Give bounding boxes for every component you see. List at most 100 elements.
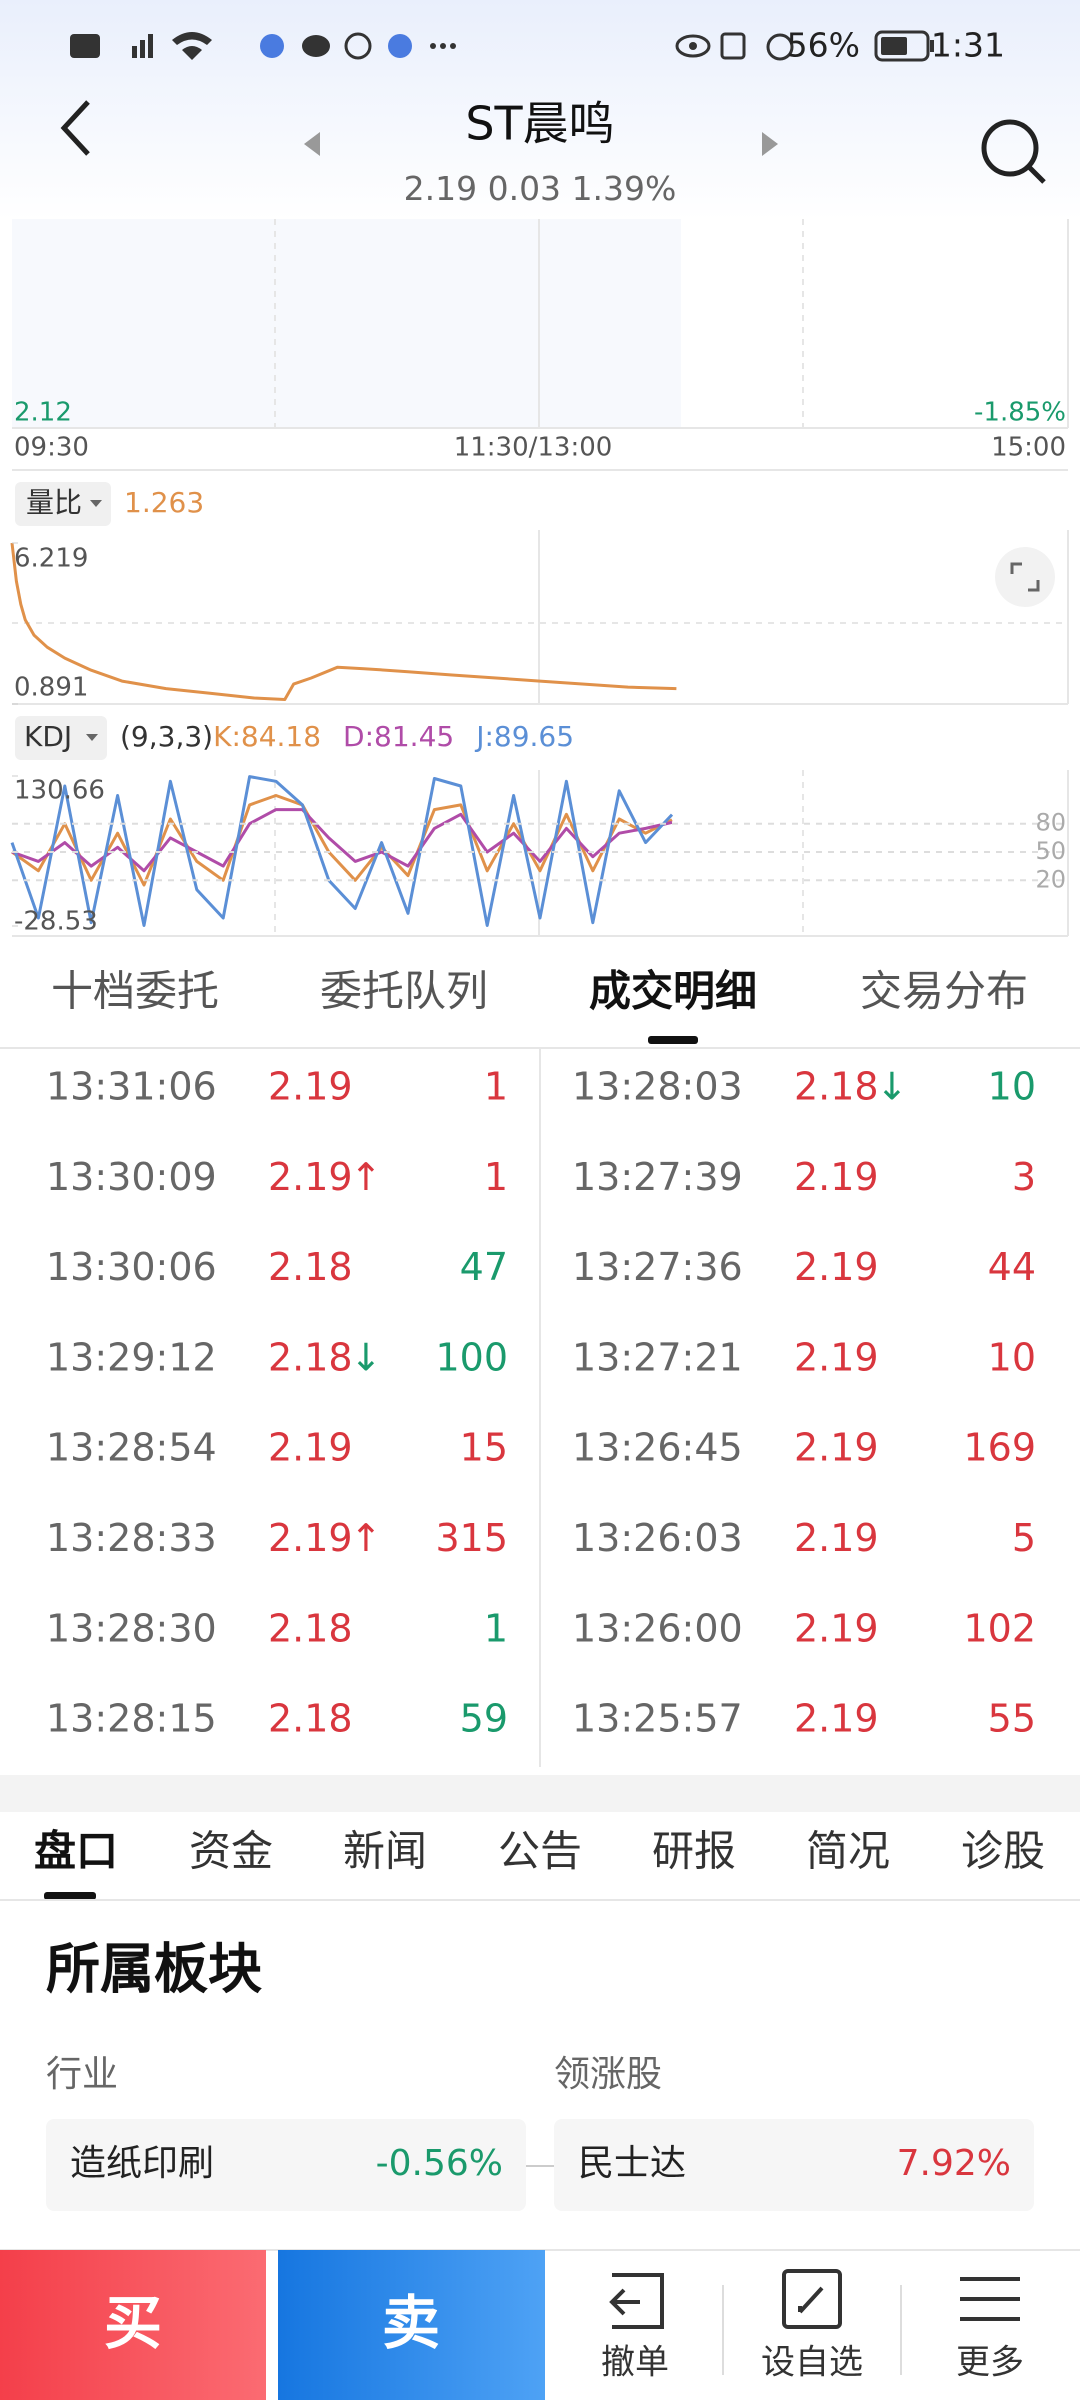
leader-change: 7.92% [897,2143,1011,2184]
vol-ratio-current: 1.263 [124,486,204,519]
stock-name: ST晨鸣 [465,97,614,151]
buy-label: 买 [104,2289,162,2357]
tab[interactable]: 十档委托 [51,967,219,1016]
trade-price: 2.18 [268,1697,353,1741]
y-tick-label: 130.66 [14,776,105,806]
info-tabs: 盘口 资金 新闻 公告 研报 简况 诊股 [34,1827,1045,1900]
indicator-select[interactable] [15,716,107,760]
trade-volume: 315 [435,1516,508,1560]
vol-ratio-chart: 6.219 0.891 [10,542,677,705]
industry-change: -0.56% [376,2143,503,2184]
kdj-params: (9,3,3) [120,720,213,753]
trade-price: 2.18 [268,1245,353,1289]
indicator-select[interactable] [15,482,111,526]
trade-price: 2.19 [794,1335,879,1379]
quote: 2.19 0.03 1.39% [404,169,677,208]
quote-change: 0.03 [488,169,561,208]
industry-name: 造纸印刷 [70,2143,214,2184]
tab[interactable]: 资金 [189,1827,273,1876]
ref-tick-label: 50 [1035,837,1066,865]
industry-card[interactable] [46,2119,526,2211]
trade-time: 13:30:09 [46,1155,217,1199]
expand-button[interactable] [995,547,1055,607]
trade-price: 2.18 [794,1065,879,1109]
line [11,794,673,887]
time-label: 09:30 [14,433,89,463]
trade-list: 13:31:06 2.19 113:30:09 2.19↑ 113:30:06 2.18 4… [46,1065,1036,1741]
trade-volume: 100 [435,1335,508,1379]
trade-price: 2.19 [794,1606,879,1650]
trade-volume: 59 [460,1697,508,1741]
expand-icon [1010,562,1040,592]
trade-volume: 47 [460,1245,508,1289]
time-label: 11:30/13:00 [454,433,613,463]
trade-volume: 3 [1012,1155,1036,1199]
trade-time: 13:28:15 [46,1697,217,1741]
tab[interactable]: 公告 [498,1827,582,1876]
leader-card[interactable] [554,2119,1034,2211]
trade-flag: ↑ [350,1155,382,1199]
quote-pct: 1.39% [572,169,677,208]
clock: 1:31 [931,26,1005,65]
y-tick-label: 0.891 [14,673,88,703]
section-title: 所属板块 [46,1938,262,2001]
buy-button[interactable] [0,2250,266,2400]
action-label[interactable]: 撤单 [601,2343,669,2383]
trade-time: 13:28:03 [572,1065,743,1109]
search-button[interactable] [981,119,1046,184]
trade-volume: 10 [988,1065,1036,1109]
line [10,775,674,927]
tab[interactable]: 成交明细 [589,967,757,1016]
ref-tick-label: 20 [1035,865,1066,893]
vol-grid [12,530,1069,705]
sell-button[interactable] [278,2250,545,2400]
trade-time: 13:25:57 [572,1697,743,1741]
trade-time: 13:30:06 [46,1245,217,1289]
trade-time: 13:27:21 [572,1335,743,1379]
trade-price: 2.19 [268,1516,353,1560]
action-label[interactable]: 设自选 [761,2343,863,2383]
indicator-name: 量比 [26,486,82,519]
trade-volume: 10 [988,1335,1036,1379]
prev-stock[interactable] [304,132,320,156]
trade-price: 2.19 [794,1516,879,1560]
tab[interactable]: 委托队列 [320,967,488,1016]
trade-volume: 55 [988,1697,1036,1741]
legend-item: D:81.45 [343,720,454,753]
price-chart-grid [12,219,1069,471]
tab[interactable]: 研报 [652,1827,736,1876]
kdj-grid [12,770,1069,937]
trade-volume: 102 [963,1606,1036,1650]
trade-price: 2.19 [794,1697,879,1741]
tab[interactable]: 诊股 [961,1827,1045,1876]
trade-volume: 5 [1012,1516,1036,1560]
tab[interactable]: 交易分布 [860,967,1028,1016]
trade-time: 13:26:00 [572,1606,743,1650]
dropdown-icon [86,734,98,741]
tab[interactable]: 新闻 [343,1827,427,1876]
leader-name: 民士达 [578,2143,686,2184]
leader-label: 领涨股 [554,2054,662,2095]
ref-tick-label: 80 [1035,809,1066,837]
trade-time: 13:27:36 [572,1245,743,1289]
trade-volume: 169 [963,1426,1036,1470]
tab[interactable]: 盘口 [34,1827,118,1876]
indicator-name: KDJ [24,720,72,753]
trade-volume: 44 [988,1245,1036,1289]
dropdown-icon [90,500,102,507]
tab[interactable]: 简况 [806,1827,890,1876]
trade-flag: ↓ [350,1335,382,1379]
trade-price: 2.19 [794,1155,879,1199]
back-button[interactable] [60,100,90,156]
trade-flag: ↑ [350,1516,382,1560]
trade-volume: 15 [460,1426,508,1470]
trade-price: 2.18 [268,1606,353,1650]
price-chart-elapsed [12,219,681,428]
separator [0,1775,1080,1812]
action-label[interactable]: 更多 [956,2343,1024,2383]
quote-price: 2.19 [404,169,477,208]
next-stock[interactable] [762,132,778,156]
